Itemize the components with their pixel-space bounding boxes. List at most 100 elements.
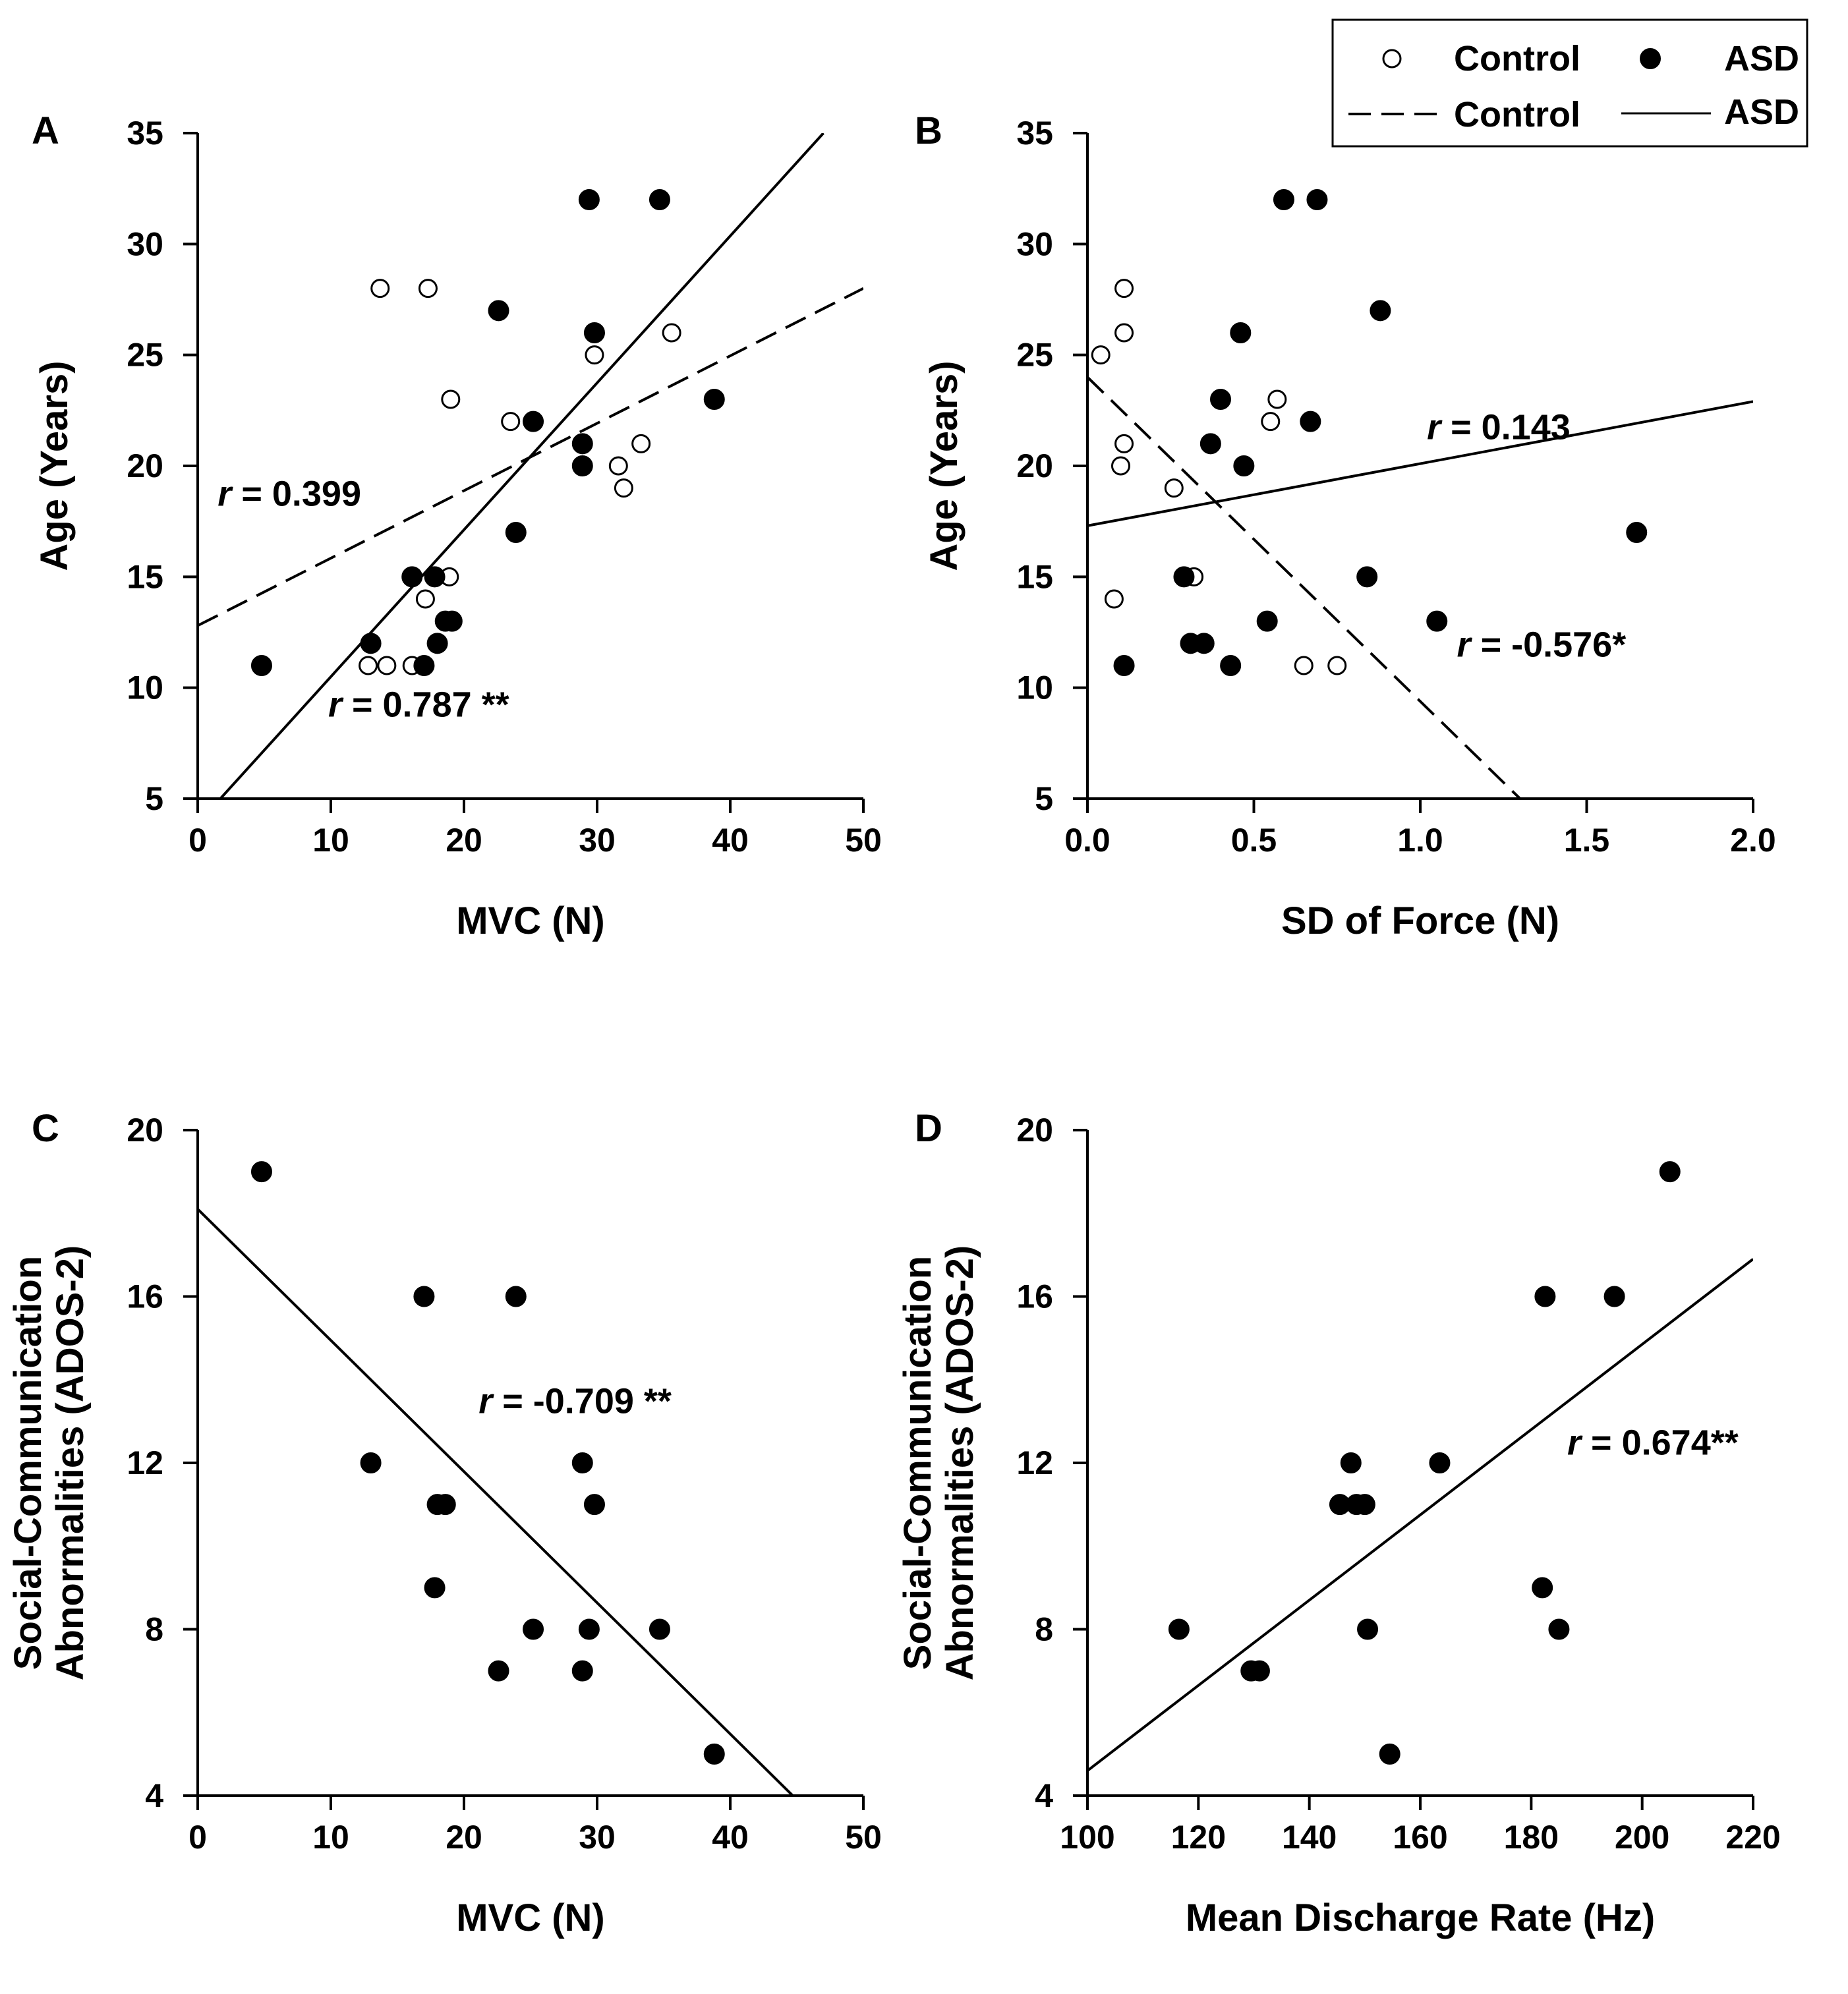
correlation-annotation: r = 0.674**: [1567, 1423, 1739, 1462]
asd-point: [571, 1452, 593, 1473]
y-tick-label: 20: [127, 447, 163, 484]
asd-point: [424, 566, 446, 588]
asd-point: [1426, 610, 1448, 632]
asd-point: [505, 1286, 527, 1307]
x-tick-label: 0.5: [1231, 822, 1277, 859]
asd-point: [1173, 566, 1195, 588]
annotation-r: r: [217, 474, 233, 514]
legend-control-marker-label: Control: [1454, 39, 1580, 78]
asd-point: [1113, 655, 1135, 676]
asd-point: [571, 433, 593, 455]
asd-fit-line: [219, 133, 824, 799]
control-point: [441, 389, 461, 409]
asd-point: [426, 633, 448, 654]
asd-fit-line: [1087, 1258, 1753, 1772]
asd-point: [703, 1743, 725, 1765]
panel-letter: A: [32, 109, 59, 152]
legend-asd-marker: [1640, 48, 1661, 69]
y-tick-label: 25: [127, 337, 163, 374]
asd-point: [1273, 189, 1294, 210]
correlation-annotation: r = 0.143: [1427, 408, 1571, 447]
asd-point: [1548, 1618, 1570, 1640]
asd-point: [1220, 655, 1242, 676]
x-tick-label: 180: [1504, 1819, 1559, 1856]
y-tick-label: 4: [145, 1777, 163, 1814]
asd-point: [1230, 322, 1252, 343]
control-point: [1114, 323, 1134, 343]
x-axis-title: SD of Force (N): [1281, 899, 1559, 942]
asd-point: [1354, 1494, 1375, 1516]
control-point: [631, 434, 651, 453]
control-point: [1261, 412, 1281, 432]
asd-point: [1534, 1286, 1556, 1307]
y-tick-label: 5: [1035, 780, 1053, 817]
asd-point: [1233, 455, 1255, 476]
annotation-value: = 0.674**: [1581, 1423, 1739, 1462]
annotation-value: = 0.143: [1441, 408, 1571, 447]
correlation-annotation: r = 0.787 **: [328, 685, 509, 724]
legend-box: [1331, 18, 1808, 148]
x-tick-label: 120: [1171, 1819, 1226, 1856]
x-tick-label: 220: [1725, 1819, 1780, 1856]
asd-point: [1199, 433, 1221, 455]
asd-point: [1300, 411, 1321, 432]
x-tick-label: 100: [1060, 1819, 1114, 1856]
y-tick-label: 10: [127, 669, 163, 706]
asd-point: [571, 455, 593, 476]
x-tick-label: 0: [188, 822, 207, 859]
asd-point: [413, 1286, 435, 1307]
panel-d: D 100 120 140 160 180 200 220 4 8 12 16 20 Mean Disch…: [896, 1107, 1781, 1939]
asd-point: [1379, 1743, 1400, 1765]
x-tick-label: 1.0: [1397, 822, 1443, 859]
correlation-annotation: r = -0.576*: [1457, 625, 1627, 665]
asd-point: [1306, 189, 1328, 210]
y-axis-title-line: Abnormalities (ADOS-2): [49, 1245, 92, 1681]
annotation-value: = 0.787 **: [342, 685, 509, 724]
asd-point: [360, 633, 382, 654]
asd-point: [1603, 1286, 1625, 1307]
y-tick-label: 25: [1016, 337, 1053, 374]
y-tick-label: 12: [1016, 1444, 1053, 1481]
y-tick-label: 20: [1016, 447, 1053, 484]
annotation-r: r: [1457, 625, 1473, 665]
control-point: [1114, 279, 1134, 299]
correlation-annotation: r = 0.399: [217, 474, 361, 514]
control-point: [377, 656, 397, 675]
asd-point: [1248, 1660, 1270, 1682]
control-point: [1111, 456, 1130, 476]
asd-point: [250, 655, 272, 676]
asd-point: [1626, 522, 1648, 543]
asd-point: [434, 1494, 456, 1516]
asd-point: [1340, 1452, 1362, 1473]
x-axis-title: Mean Discharge Rate (Hz): [1186, 1896, 1655, 1939]
y-axis-title: Age (Years): [33, 360, 76, 571]
asd-point: [1370, 300, 1391, 322]
asd-fit-line: [1087, 400, 1753, 527]
asd-point: [441, 610, 463, 632]
annotation-r: r: [328, 685, 344, 724]
y-tick-label: 35: [127, 115, 163, 152]
asd-point: [488, 300, 509, 322]
x-tick-label: 2.0: [1730, 822, 1776, 859]
x-tick-label: 30: [579, 1819, 616, 1856]
control-point: [359, 656, 378, 675]
asd-point: [413, 655, 435, 676]
x-tick-label: 200: [1615, 1819, 1669, 1856]
control-point: [1104, 589, 1124, 609]
y-tick-label: 35: [1016, 115, 1053, 152]
control-point: [418, 279, 438, 299]
control-point: [415, 589, 435, 609]
x-tick-label: 40: [712, 822, 749, 859]
asd-point: [488, 1660, 509, 1682]
y-tick-label: 30: [1016, 225, 1053, 262]
asd-point: [1193, 633, 1215, 654]
asd-fit-line: [198, 1208, 794, 1796]
control-point: [501, 412, 521, 432]
control-point: [1091, 345, 1111, 365]
panel-letter: B: [915, 109, 942, 152]
y-tick-label: 4: [1035, 1777, 1053, 1814]
y-tick-label: 8: [145, 1611, 163, 1648]
control-point: [1267, 389, 1287, 409]
panel-c: C 0 10 20 30 40 50 4 8 12 16 20 MVC (N) Social-Commun…: [7, 1107, 882, 1939]
control-point: [1114, 434, 1134, 453]
